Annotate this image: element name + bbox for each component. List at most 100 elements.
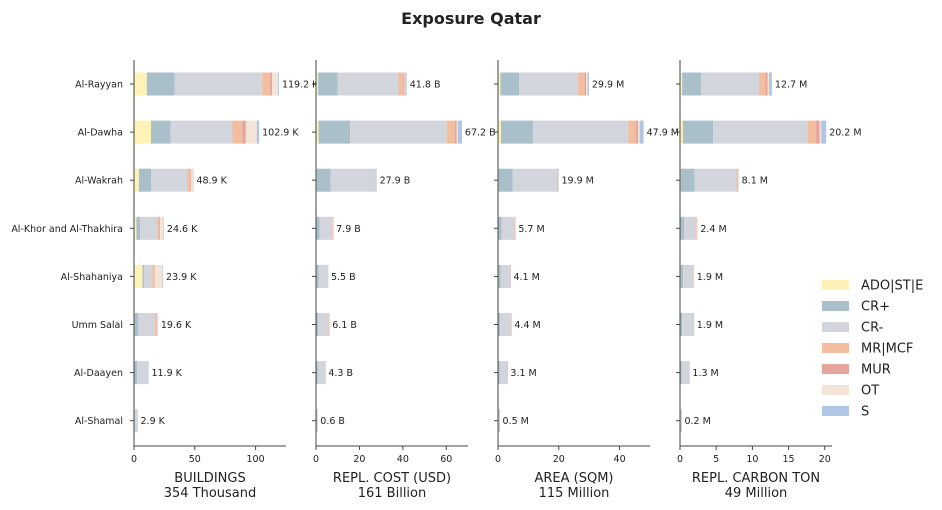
bar-segment-ado-st-e-al-dawha [680,120,683,144]
bar-segment-cr-al-shahaniya [142,264,145,288]
bar-segment-cr-al-wakrah [498,168,513,192]
bar-segment-cr-al-wakrah [316,168,331,192]
bar-segment-mur-al-rayyan [270,72,273,96]
data-label-al-shamal: 0.2 M [684,416,710,427]
bar-segment-mr-mcf-al-wakrah [556,168,558,192]
bar-segment-ot-umm-salal [156,313,158,336]
x-axis-label-buildings: BUILDINGS [174,471,245,486]
category-label-umm-salal: Umm Salal [72,320,123,331]
bar-segment-ot-al-shahaniya [154,264,163,288]
bar-segment-s-al-rayyan [587,72,589,96]
bar-segment-s-al-wakrah [192,168,194,192]
bar-segment-mr-mcf-al-dawha [232,120,243,144]
data-label-al-rayyan: 119.2 K [282,80,319,91]
bar-segment-cr-al-shahaniya [318,264,328,288]
data-label-al-daayen: 4.3 B [328,368,353,379]
x-axis-total-repl-cost-usd: 161 Billion [358,486,427,501]
legend-label-cr: CR+ [861,300,890,315]
category-label-al-daayen: Al-Daayen [74,368,123,379]
bar-segment-cr-al-dawha [170,120,233,144]
legend-label-ado-st-e: ADO|ST|E [861,279,923,294]
data-label-umm-salal: 19.6 K [161,320,192,331]
bar-segment-mr-mcf-al-rayyan [262,72,271,96]
data-label-al-dawha: 20.2 M [829,128,861,139]
category-label-al-rayyan: Al-Rayyan [75,80,123,91]
bar-segment-ado-st-e-al-dawha [316,120,319,144]
bar-segment-cr-al-khor-and-al-thakhira [683,216,696,240]
chart-title: Exposure Qatar [401,9,541,28]
x-axis-total-area-sqm: 115 Million [539,486,610,501]
data-label-al-rayyan: 29.9 M [592,80,624,91]
category-labels: Al-Rayyan Al-Dawha Al-Wakrah Al-Khor and Al… [11,80,123,428]
data-label-al-wakrah: 19.9 M [562,176,594,187]
x-tick-label: 0 [131,454,137,465]
bar-segment-mr-mcf-al-khor-and-al-thakhira [157,216,160,240]
bar-segment-mr-mcf-al-dawha [807,120,817,144]
bar-segment-cr-al-shamal [498,409,500,433]
bar-segment-cr-umm-salal [316,313,319,336]
bar-segment-ado-st-e-al-rayyan [498,72,501,96]
bar-segment-s-al-dawha [256,120,260,144]
bar-segment-cr-al-dawha [151,120,171,144]
bar-segment-ot-al-rayyan [272,72,279,96]
bar-segment-ado-st-e-al-shahaniya [134,264,143,288]
bar-segment-mur-al-rayyan [765,72,768,96]
data-label-al-shamal: 0.5 M [503,416,529,427]
bar-segment-mr-mcf-al-rayyan [578,72,585,96]
legend-swatch-mur [822,364,849,374]
panel-buildings: 119.2 K 102.9 K 48.9 K 24.6 K 23.9 K 19.6 K 11… [130,60,319,501]
data-label-al-rayyan: 41.8 B [410,80,441,91]
bar-segment-ado-st-e-al-dawha [134,120,152,144]
bar-segment-cr-al-wakrah [138,168,152,192]
legend-label-mur: MUR [861,363,891,378]
bar-segment-cr-al-wakrah [151,168,188,192]
bar-segment-cr-al-daayen [317,361,325,385]
data-label-al-khor-and-al-thakhira: 5.7 M [518,224,544,235]
bar-segment-cr-al-shahaniya [683,264,693,288]
bar-segment-mr-mcf-al-wakrah [736,168,738,192]
bar-segment-mr-mcf-al-khor-and-al-thakhira [695,216,697,240]
legend: ADO|ST|E CR+ CR- MR|MCF MUR OT S [822,279,923,420]
bar-segment-s-al-shahaniya [162,264,164,288]
data-label-al-dawha: 47.9 M [647,128,679,139]
data-label-al-shahaniya: 1.9 M [697,272,723,283]
data-label-al-daayen: 3.1 M [510,368,536,379]
x-axis-total-repl-carbon-ton: 49 Million [725,486,788,501]
bar-segment-cr-al-daayen [498,361,500,385]
x-tick-label: 60 [440,454,452,465]
bar-segment-ado-st-e-al-rayyan [134,72,147,96]
legend-label-mr-mcf: MR|MCF [861,342,913,357]
data-label-umm-salal: 1.9 M [697,320,723,331]
panel-repl-carbon-ton: 12.7 M 20.2 M 8.1 M 2.4 M 1.9 M 1.9 M 1.3 M 0.2… [676,60,862,501]
bar-segment-mur-al-rayyan [584,72,587,96]
legend-label-cr: CR- [861,321,884,336]
bar-segment-cr-umm-salal [682,313,694,336]
bar-segment-ot-al-rayyan [767,72,770,96]
bar-segment-ado-st-e-al-rayyan [316,72,319,96]
category-label-al-shamal: Al-Shamal [75,416,123,427]
bar-segment-cr-al-dawha [682,120,714,144]
bar-segment-s-al-rayyan [769,72,772,96]
bar-segment-s-al-dawha [821,120,827,144]
bar-segment-cr-al-rayyan [174,72,263,96]
data-label-al-shahaniya: 23.9 K [166,272,197,283]
bar-segment-cr-umm-salal [680,313,683,336]
x-tick-label: 0 [495,454,501,465]
x-axis-total-buildings: 354 Thousand [164,486,257,501]
bar-segment-mr-mcf-umm-salal [154,313,157,336]
bar-segment-cr-al-shamal [680,409,682,433]
bar-segment-cr-al-wakrah [330,168,376,192]
bar-segment-ot-al-dawha [456,120,459,144]
data-label-al-rayyan: 12.7 M [775,80,807,91]
bar-segment-ot-al-wakrah [191,168,193,192]
bar-segment-mur-al-rayyan [403,72,405,96]
bar-segment-mur-al-dawha [816,120,820,144]
bar-segment-cr-al-rayyan [500,72,520,96]
category-label-al-khor-and-al-thakhira: Al-Khor and Al-Thakhira [11,224,123,235]
bar-segment-ot-al-khor-and-al-thakhira [160,216,164,240]
x-tick-label: 0 [677,454,683,465]
bar-segment-cr-al-daayen [680,361,682,385]
data-label-al-shahaniya: 5.5 B [331,272,356,283]
bar-segment-cr-al-rayyan [519,72,579,96]
